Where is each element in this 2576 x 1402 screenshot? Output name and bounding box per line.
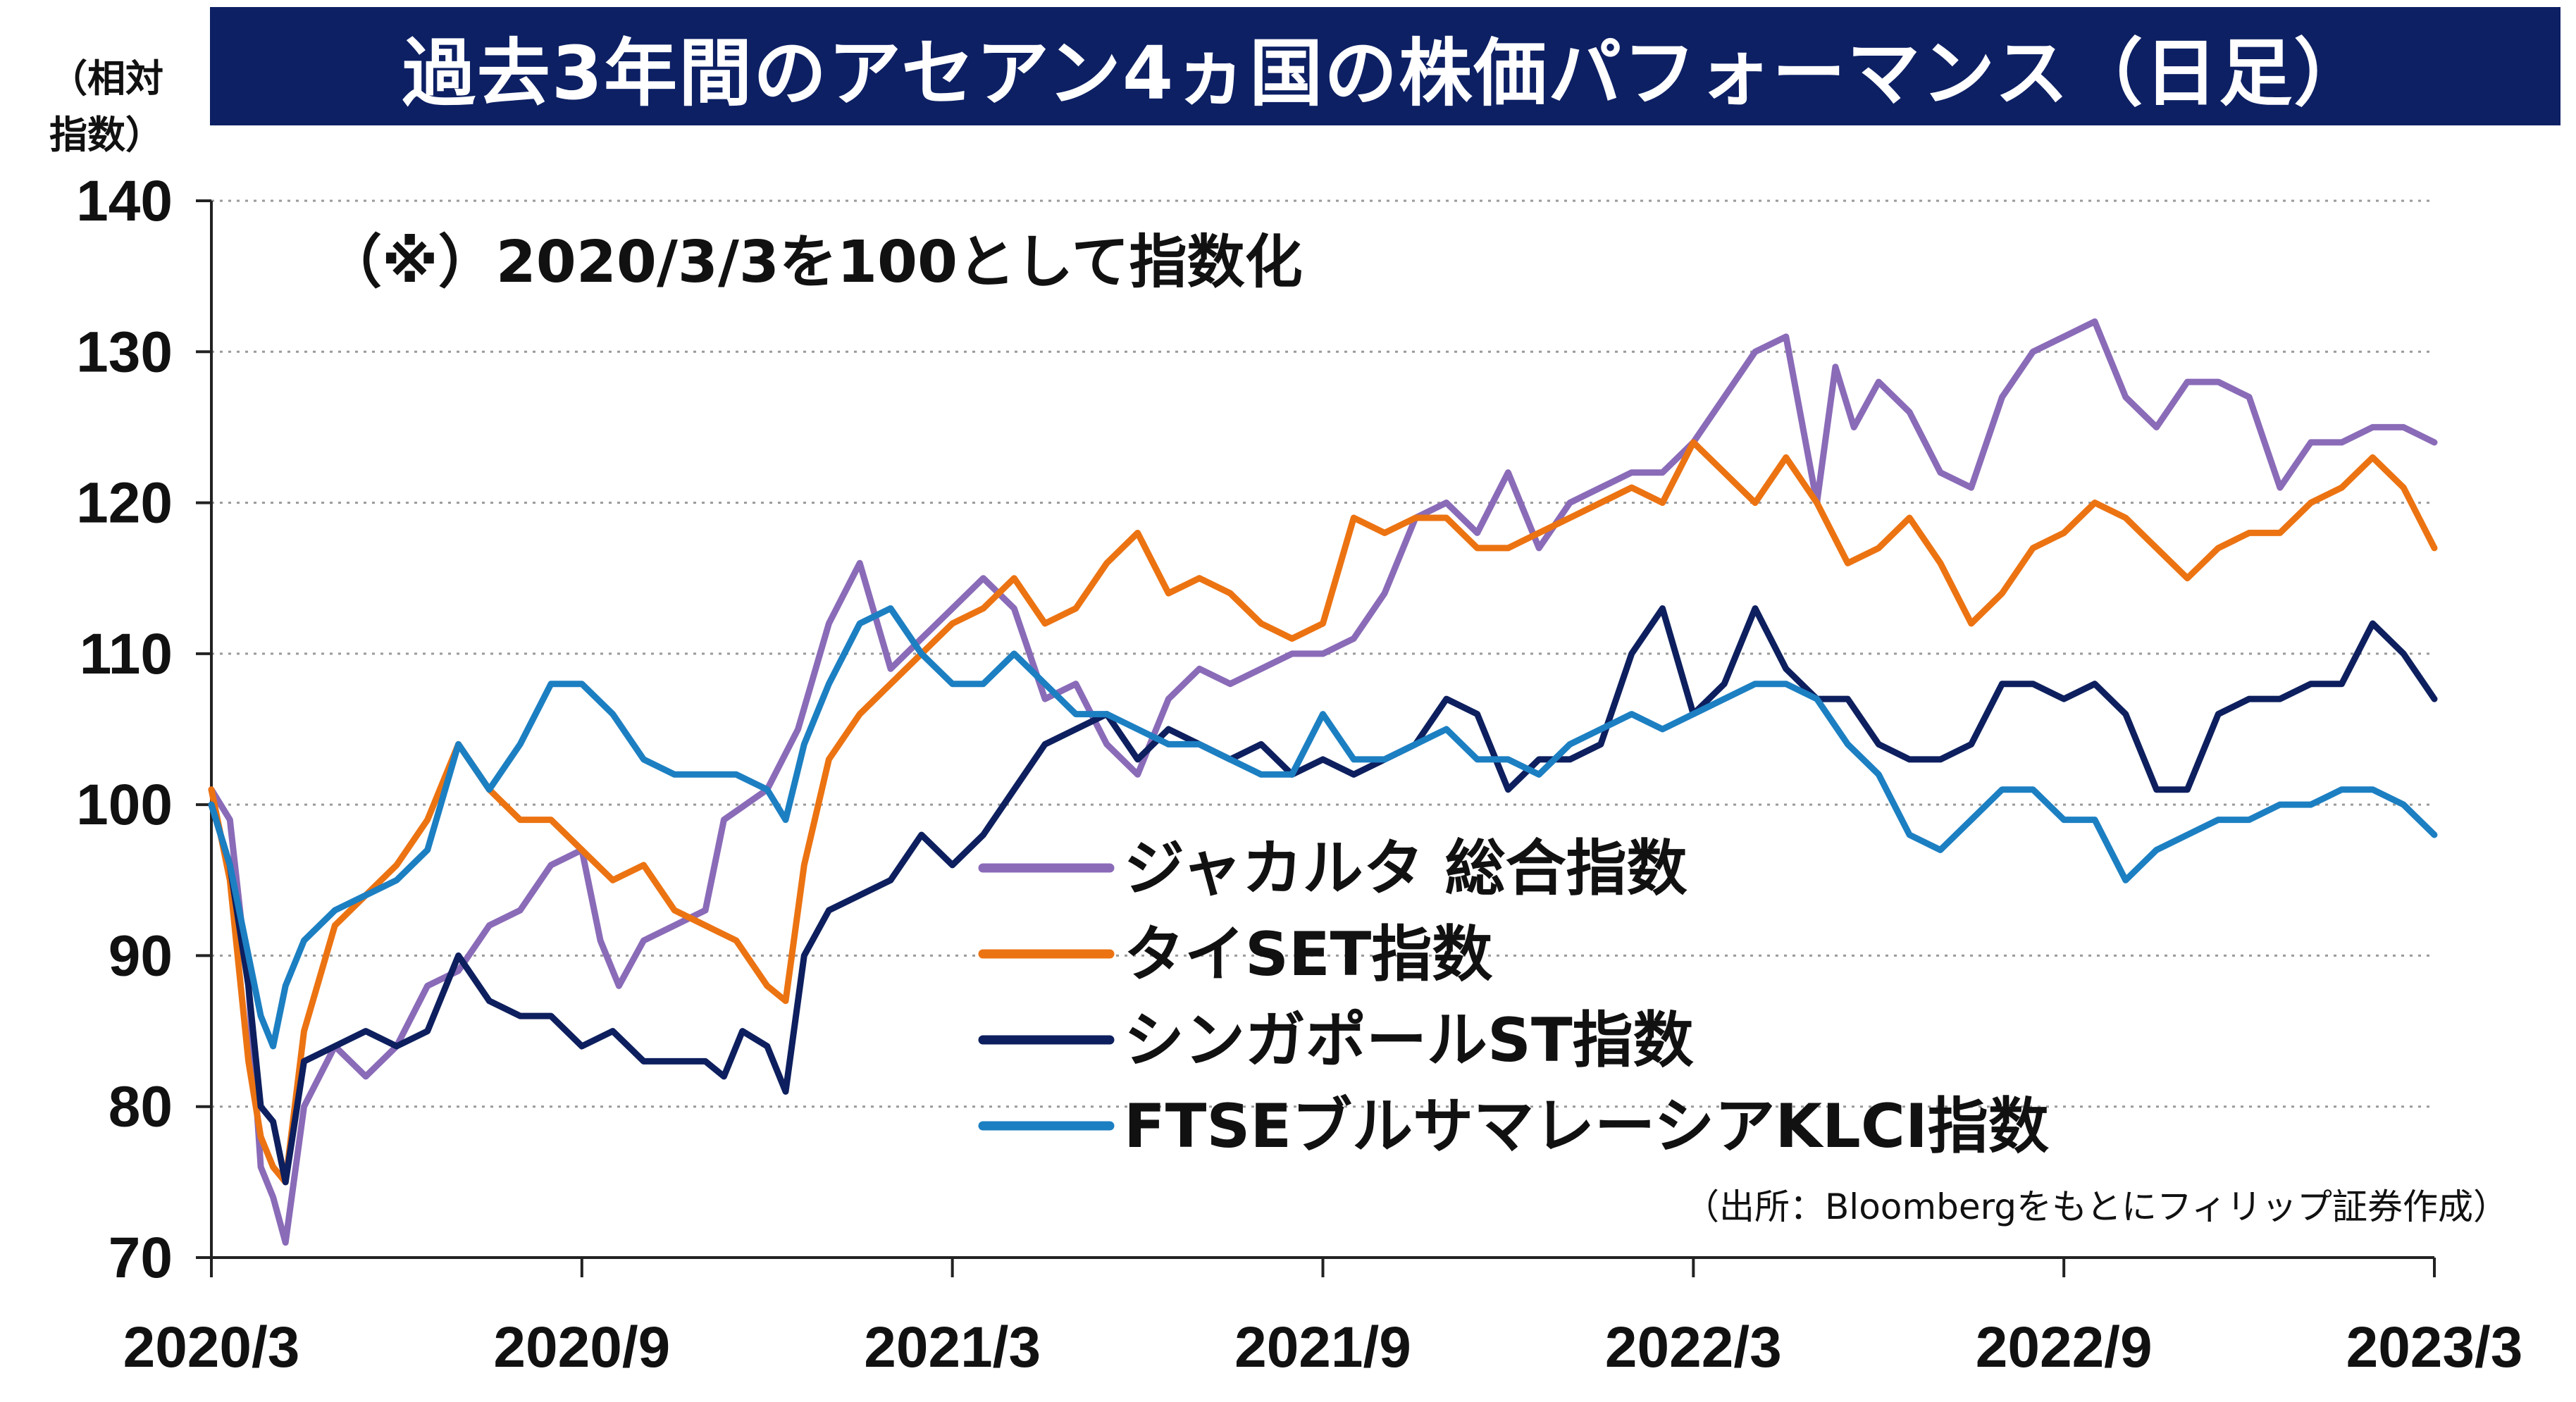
y-tick-label: 140 bbox=[76, 169, 173, 233]
series-lines bbox=[208, 318, 2438, 1246]
chart-title: 過去3年間のアセアン4ヵ国の株価パフォーマンス（日足） bbox=[402, 30, 2369, 116]
legend-label-3: FTSEブルサマレーシアKLCI指数 bbox=[1124, 1091, 2049, 1162]
y-tick-label: 130 bbox=[76, 320, 173, 384]
source-note: （出所：Bloombergをもとにフィリップ証券作成） bbox=[1684, 1186, 2508, 1227]
y-tick-label: 100 bbox=[76, 773, 173, 837]
legend-label-1: タイSET指数 bbox=[1124, 919, 1492, 990]
series-line-3 bbox=[208, 605, 2438, 1050]
y-axis-unit-label: （相対指数） bbox=[49, 56, 163, 157]
x-tick-label: 2023/3 bbox=[2346, 1315, 2523, 1379]
title-banner: 過去3年間のアセアン4ヵ国の株価パフォーマンス（日足） bbox=[210, 7, 2560, 125]
y-tick-label: 120 bbox=[76, 471, 173, 535]
y-tick-label: 110 bbox=[80, 622, 173, 686]
axes: 140 130 120 110 100 90 80 70 2020/3 2020/9 2021/3 2… bbox=[76, 169, 2522, 1379]
x-tick-label: 2021/3 bbox=[864, 1315, 1041, 1379]
y-tick-label: 90 bbox=[109, 924, 173, 988]
series-line-2 bbox=[208, 605, 2438, 1186]
legend-label-0: ジャカルタ 総合指数 bbox=[1124, 833, 1688, 904]
x-tick-label: 2021/9 bbox=[1234, 1315, 1411, 1379]
legend-label-2: シンガポールST指数 bbox=[1124, 1005, 1694, 1076]
y-tick-label: 80 bbox=[109, 1075, 173, 1139]
series-line-1 bbox=[208, 439, 2438, 1186]
x-tick-label: 2020/3 bbox=[123, 1315, 300, 1379]
series-line-0 bbox=[208, 318, 2438, 1246]
grid-lines bbox=[211, 199, 2434, 1108]
x-tick-label: 2020/9 bbox=[493, 1315, 670, 1379]
normalization-note: （※）2020/3/3を100として指数化 bbox=[324, 229, 1303, 296]
x-tick-label: 2022/9 bbox=[1976, 1315, 2153, 1379]
x-tick-label: 2022/3 bbox=[1605, 1315, 1782, 1379]
y-tick-label: 70 bbox=[109, 1226, 173, 1290]
